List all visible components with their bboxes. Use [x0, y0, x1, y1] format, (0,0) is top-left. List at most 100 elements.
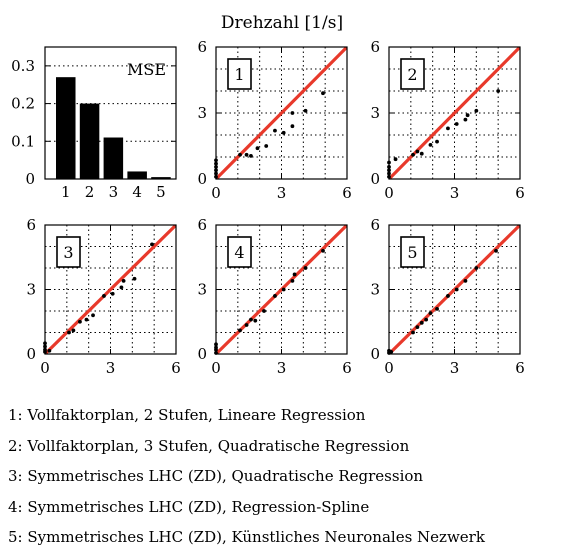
data-point	[67, 330, 71, 335]
panel-label-box	[227, 58, 252, 90]
data-point	[249, 154, 253, 158]
data-point	[494, 248, 498, 253]
data-point	[244, 152, 249, 157]
mse-bar-4	[127, 171, 147, 179]
x-tick-label: 6	[171, 359, 181, 377]
panel-label-box	[400, 58, 425, 90]
data-point	[411, 330, 415, 335]
plot-frame	[388, 46, 521, 180]
data-point	[290, 124, 295, 129]
data-point	[262, 309, 266, 313]
data-point	[91, 313, 95, 318]
y-tick-label: 6	[370, 216, 380, 234]
mse-y-tick-label: 0	[25, 170, 35, 188]
y-tick-label: 0	[197, 345, 207, 363]
data-point	[303, 266, 308, 270]
data-point	[446, 294, 450, 298]
panel-label: 1	[234, 65, 244, 84]
data-point	[71, 328, 76, 333]
data-point	[110, 291, 115, 296]
plot-frame	[215, 224, 348, 355]
mse-y-tick-label: 0.3	[11, 57, 35, 75]
x-tick-label: 6	[515, 359, 525, 377]
identity-line	[389, 225, 520, 354]
scatter-panel-5: 00 3 3 6 6 5	[370, 216, 524, 377]
chart-panels: 00.10.20.31 2 3 4 5MSE0033661003366200336630…	[11, 38, 525, 377]
x-tick-label: 0	[211, 359, 221, 377]
data-point	[150, 242, 154, 247]
y-tick-label: 3	[370, 104, 380, 122]
data-point	[321, 91, 325, 96]
plot-frame	[215, 46, 348, 180]
data-point	[102, 294, 106, 298]
data-point	[244, 323, 249, 327]
legend-item-5: 5: Symmetrisches LHC (ZD), Künstliches N…	[8, 528, 485, 546]
data-point	[255, 146, 260, 151]
data-point	[454, 122, 459, 126]
data-point	[292, 272, 297, 277]
data-point	[435, 306, 439, 311]
y-tick-label: 6	[370, 38, 380, 56]
panel-label: 5	[407, 243, 417, 262]
y-tick-label: 3	[197, 104, 207, 122]
mse-bar-panel: 0 0.1 0.2 0.3 1 2 3 4 5 MSE	[11, 46, 177, 201]
mse-plot-frame	[44, 46, 177, 180]
figure-title: Drehzahl [1/s]	[221, 13, 343, 33]
y-tick-label: 0	[370, 170, 380, 188]
data-point	[253, 318, 258, 323]
data-point	[132, 276, 137, 281]
mse-y-tick-label: 0.2	[11, 95, 35, 113]
x-tick-label: 3	[277, 359, 287, 377]
data-point	[411, 152, 415, 157]
legend-item-4: 4: Symmetrisches LHC (ZD), Regression-Sp…	[8, 497, 370, 516]
mse-y-tick-label: 0.1	[11, 132, 35, 150]
y-tick-label: 6	[197, 216, 207, 234]
scatter-panel-4: 00 3 3 6 6 4	[197, 216, 351, 377]
data-point	[281, 287, 286, 292]
x-tick-label: 3	[106, 359, 116, 377]
legend-item-1: 1: Vollfaktorplan, 2 Stufen, Lineare Reg…	[8, 406, 366, 424]
identity-line	[216, 47, 347, 179]
mse-x-tick-label: 2	[85, 183, 95, 201]
data-point	[435, 139, 439, 144]
data-point	[389, 349, 394, 354]
x-tick-label: 6	[515, 184, 525, 202]
panel-label-box	[227, 236, 252, 268]
data-point	[463, 279, 468, 283]
x-tick-label: 3	[277, 184, 287, 202]
data-point	[238, 328, 242, 333]
data-point	[454, 287, 459, 292]
y-tick-label: 3	[26, 281, 36, 299]
data-point	[424, 317, 429, 322]
scatter-panel-2: 00 3 3 6 6 2	[370, 38, 524, 202]
y-tick-label: 6	[197, 38, 207, 56]
data-point	[496, 89, 501, 93]
panel-label: 2	[407, 65, 417, 84]
data-point	[47, 348, 52, 353]
data-point	[393, 157, 398, 162]
y-tick-label: 0	[370, 345, 380, 363]
x-tick-label: 0	[40, 359, 50, 377]
y-tick-label: 3	[197, 281, 207, 299]
x-tick-label: 0	[211, 184, 221, 202]
scatter-panel-3: 00 3 3 6 6 3	[26, 216, 180, 377]
identity-line	[45, 225, 176, 354]
data-point	[238, 152, 242, 157]
y-tick-label: 0	[197, 170, 207, 188]
mse-x-tick-label: 4	[132, 183, 142, 201]
data-point	[249, 317, 253, 322]
mse-x-tick-label: 3	[109, 183, 119, 201]
data-point	[290, 279, 295, 283]
data-point	[463, 117, 468, 122]
legend-item-3: 3: Symmetrisches LHC (ZD), Quadratische …	[8, 467, 424, 485]
data-point	[303, 108, 308, 113]
data-point	[84, 317, 89, 322]
data-point	[419, 320, 424, 325]
panel-label-box	[400, 236, 425, 268]
x-tick-label: 6	[342, 359, 352, 377]
panel-label: 3	[63, 243, 73, 262]
data-point	[428, 311, 433, 316]
data-point	[428, 143, 433, 147]
mse-panel-label: MSE	[127, 60, 166, 79]
x-tick-label: 0	[384, 359, 394, 377]
